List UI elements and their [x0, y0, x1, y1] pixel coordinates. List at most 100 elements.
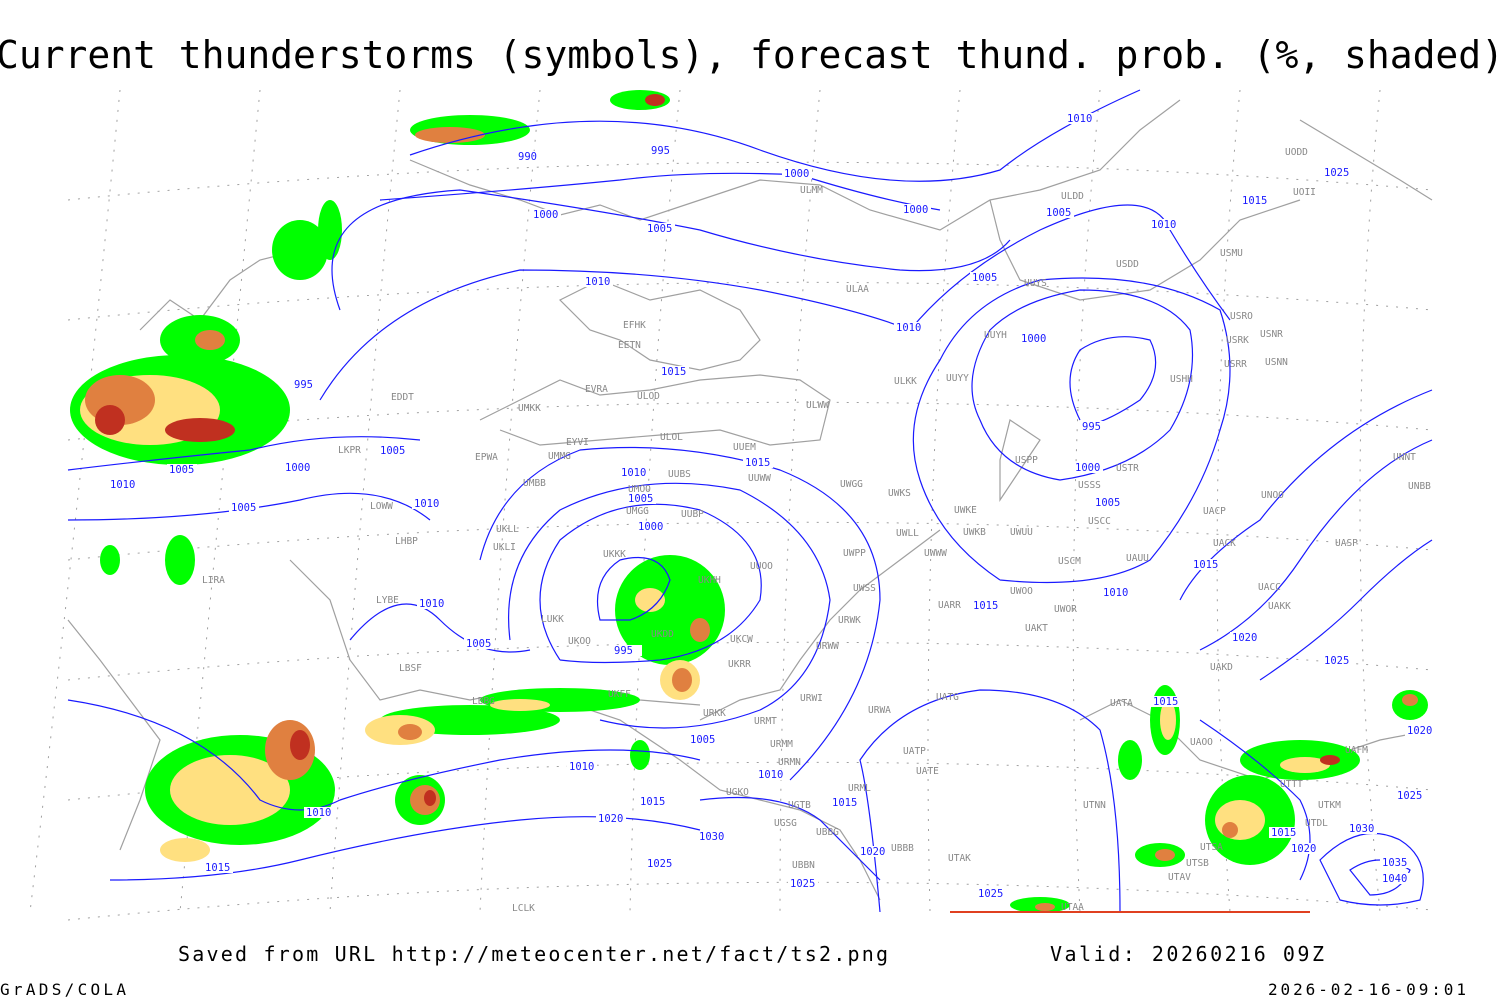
station-label: UAKD	[1210, 662, 1233, 673]
coastline	[999, 419, 1041, 502]
isobar-label: 1000	[903, 204, 928, 216]
isobar-line	[971, 289, 1194, 481]
isobar-label-bg	[1240, 195, 1270, 206]
station-label: UTNN	[1083, 800, 1106, 811]
coastline	[558, 279, 761, 371]
isobar-label: 1020	[598, 813, 623, 825]
station-label: ULOD	[637, 391, 660, 402]
station-label: USRO	[1230, 311, 1253, 322]
isobar-label-bg	[1395, 790, 1425, 801]
coastline	[559, 699, 881, 901]
isobar-label-bg	[1093, 497, 1123, 508]
isobar-line	[912, 277, 1231, 584]
station-label: UBBB	[891, 843, 914, 854]
isobar-label: 1000	[638, 521, 663, 533]
isobar-label: 1025	[790, 878, 815, 890]
isobar-label-bg	[612, 645, 642, 656]
coastlines	[67, 99, 1433, 901]
isobar-line	[67, 699, 701, 811]
station-label: UUEM	[733, 442, 756, 453]
isobar-label-bg	[901, 204, 931, 215]
thunderstorm-probability-area	[630, 740, 650, 770]
isobar-label: 990	[518, 151, 537, 163]
coastline	[1079, 699, 1433, 781]
station-label: UUBP	[681, 509, 704, 520]
isobar-label: 1025	[647, 858, 672, 870]
isobar-label-bg	[645, 858, 675, 869]
isobar-contours	[67, 89, 1433, 913]
station-label: ULDD	[1061, 191, 1084, 202]
isobar-label-bg	[858, 846, 888, 857]
station-label: UKDD	[651, 629, 674, 640]
station-label: UUOO	[750, 561, 773, 572]
station-label: UMKK	[518, 403, 541, 414]
station-label: EETN	[618, 340, 641, 351]
grid-meridian	[1359, 89, 1381, 913]
station-label: ULMM	[800, 185, 823, 196]
thunderstorm-probability-area	[165, 418, 235, 442]
isobar-label: 1015	[205, 862, 230, 874]
grid-meridian	[479, 89, 541, 913]
station-label: UUBS	[668, 469, 691, 480]
isobar-line	[319, 204, 1231, 401]
isobar-label: 1030	[1349, 823, 1374, 835]
isobar-label-bg	[971, 600, 1001, 611]
thunderstorm-probability-area	[95, 405, 125, 435]
isobar-label: 1005	[169, 464, 194, 476]
isobar-label: 1025	[1397, 790, 1422, 802]
station-label: UAOO	[1190, 737, 1213, 748]
isobar-label: 1030	[699, 831, 724, 843]
isobar-label: 1010	[569, 761, 594, 773]
station-label: USCC	[1088, 516, 1111, 527]
station-label: UGKO	[726, 787, 749, 798]
isobar-label: 1005	[231, 502, 256, 514]
isobar-label: 1020	[1232, 632, 1257, 644]
station-label: UKOO	[568, 636, 591, 647]
station-label: UBBG	[816, 827, 839, 838]
thunderstorm-probability-area	[1118, 740, 1142, 780]
isobar-label: 1010	[1067, 113, 1092, 125]
station-label: UWGG	[840, 479, 863, 490]
station-label: UUWW	[748, 473, 771, 484]
isobar-label: 1010	[621, 467, 646, 479]
isobar-label-bg	[464, 638, 494, 649]
isobar-label-bg	[788, 878, 818, 889]
grid-meridian	[779, 89, 821, 913]
station-label: UKLI	[493, 542, 516, 553]
coastline	[67, 619, 161, 851]
isobar-label: 1010	[414, 498, 439, 510]
station-label: USRR	[1224, 359, 1247, 370]
isobar-line	[331, 189, 1011, 311]
isobar-label: 1035	[1382, 857, 1407, 869]
thunderstorm-probability-area	[160, 838, 210, 862]
isobar-label-bg	[743, 457, 773, 468]
station-label: USRK	[1226, 335, 1249, 346]
coastline	[409, 99, 1181, 231]
thunderstorm-probability-area	[272, 220, 328, 280]
isobar-label-bg	[638, 796, 668, 807]
isobar-label-bg	[1380, 857, 1410, 868]
station-label: LOWW	[370, 501, 393, 512]
isobar-label-bg	[976, 888, 1006, 899]
isobar-label: 995	[614, 645, 633, 657]
thunderstorm-probability-area	[170, 755, 290, 825]
station-label: LCLK	[512, 903, 535, 914]
station-label: EFHK	[623, 320, 646, 331]
station-label: URKK	[703, 708, 726, 719]
station-label: UKFF	[608, 689, 631, 700]
station-label: UACC	[1258, 582, 1281, 593]
station-label: ULOL	[660, 432, 683, 443]
station-label: LBBG	[472, 696, 495, 707]
station-label: URMM	[770, 739, 793, 750]
grid-meridian	[29, 89, 121, 913]
isobar-label-bg	[1065, 113, 1095, 124]
isobar-line	[539, 503, 762, 664]
station-label: UBBN	[792, 860, 815, 871]
isobar-label: 1015	[832, 797, 857, 809]
isobar-label: 1020	[1291, 843, 1316, 855]
station-label: UTAV	[1168, 872, 1191, 883]
isobar-label-bg	[756, 769, 786, 780]
station-label: UKCW	[730, 634, 753, 645]
isobar-label-bg	[1380, 873, 1410, 884]
